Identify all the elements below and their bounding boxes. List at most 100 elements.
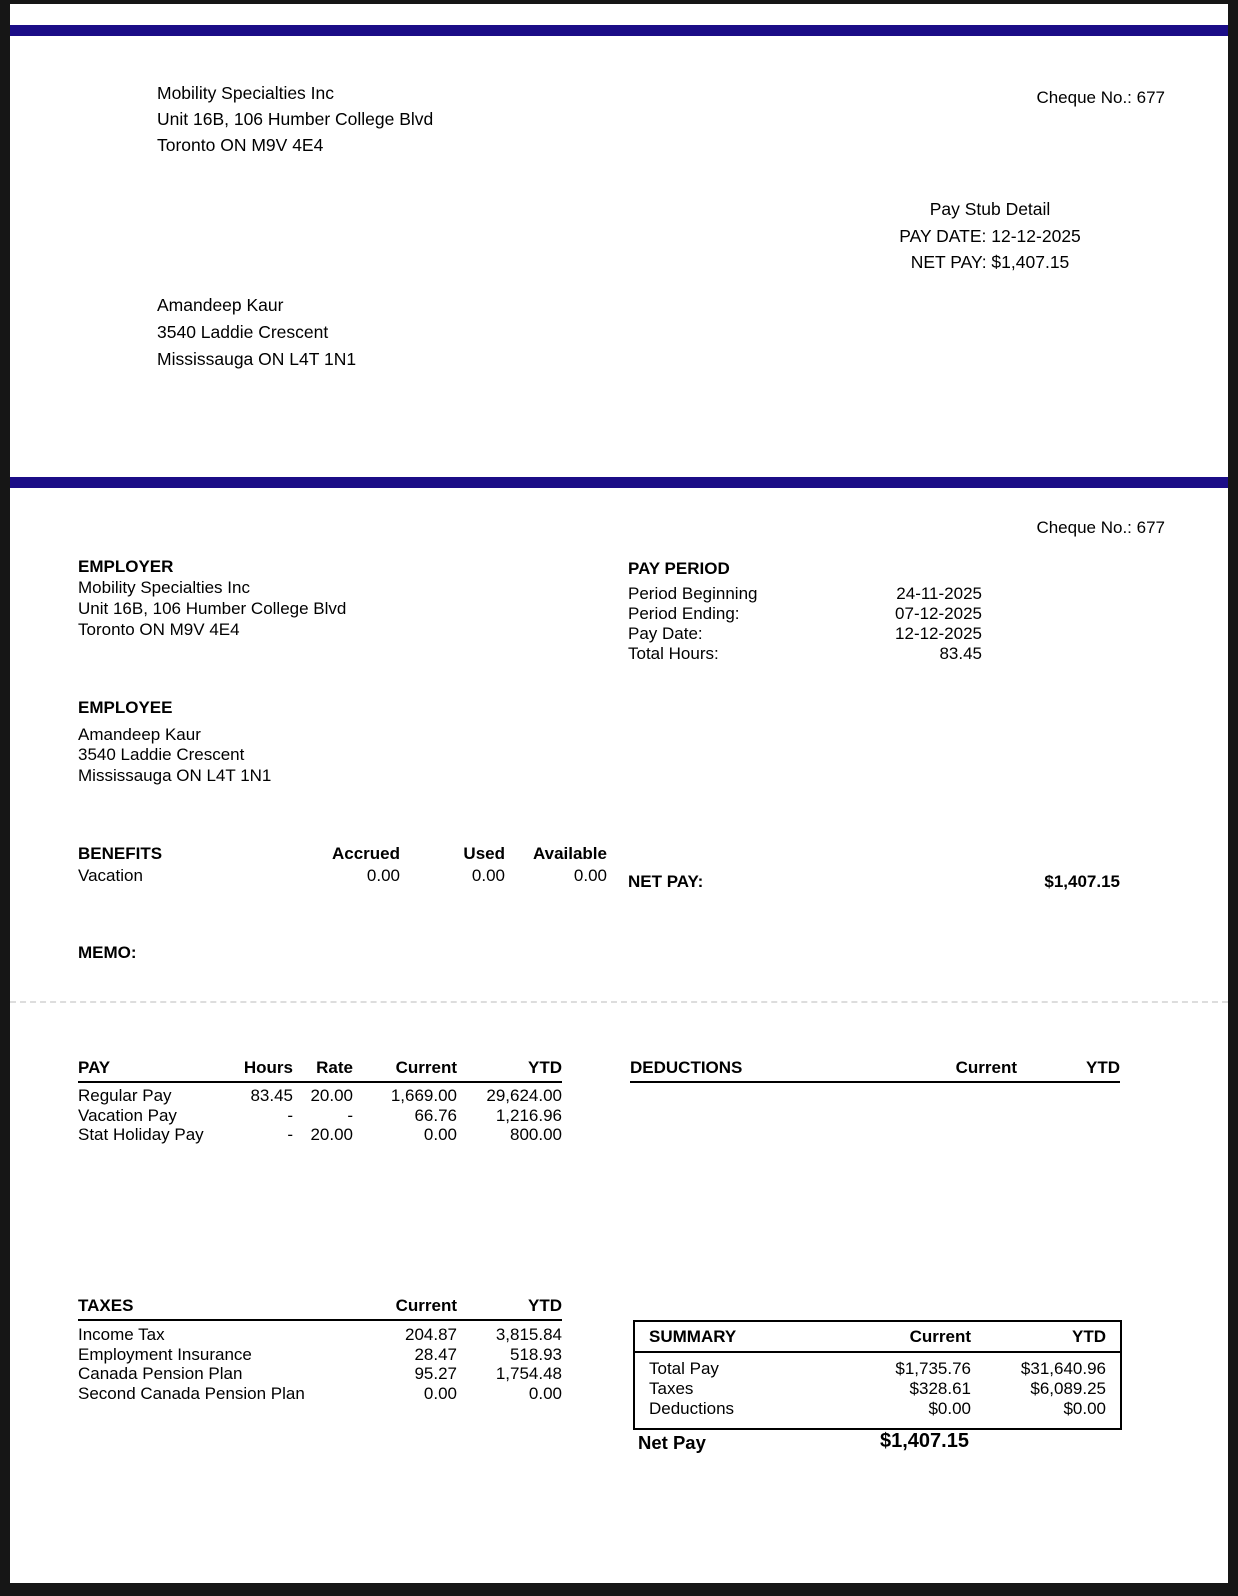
benefits-col-available: Available <box>532 844 607 863</box>
summary-col-current: Current <box>909 1327 971 1346</box>
benefit-accrued: 0.00 <box>366 866 400 885</box>
employer-section: EMPLOYER Mobility Specialties Inc Unit 1… <box>78 556 346 640</box>
period-beginning-label: Period Beginning <box>628 584 758 603</box>
total-hours-value: 83.45 <box>939 644 982 663</box>
deductions-table: DEDUCTIONS Current YTD <box>630 1058 1120 1083</box>
pay-period-row: Period Beginning 24-11-2025 <box>628 584 982 604</box>
deductions-col-current: Current <box>955 1058 1017 1077</box>
net-pay-footer-label: Net Pay <box>638 1432 706 1453</box>
pay-stub-detail-block: Pay Stub Detail PAY DATE: 12-12-2025 NET… <box>790 196 1190 276</box>
deductions-table-header: DEDUCTIONS Current YTD <box>630 1058 1120 1083</box>
tax-item-ytd: 518.93 <box>510 1344 562 1364</box>
tax-row-second-cpp: Second Canada Pension Plan 0.00 0.00 <box>78 1384 562 1404</box>
pay-item-hours: - <box>287 1105 293 1125</box>
pay-date-line: PAY DATE: 12-12-2025 <box>899 225 1081 246</box>
employee-section: EMPLOYEE Amandeep Kaur 3540 Laddie Cresc… <box>78 698 271 786</box>
pay-item-hours: 83.45 <box>250 1086 293 1105</box>
pay-item-rate: - <box>347 1105 353 1125</box>
benefits-row-vacation: Vacation 0.00 0.00 0.00 <box>78 865 607 887</box>
summary-box: SUMMARY Current YTD Total Pay $1,735.76 … <box>633 1320 1122 1430</box>
summary-header-row: SUMMARY Current YTD <box>635 1322 1120 1353</box>
tax-item-ytd: 1,754.48 <box>495 1364 562 1383</box>
tax-item-label: Canada Pension Plan <box>78 1364 243 1383</box>
company-address-block: Mobility Specialties Inc Unit 16B, 106 H… <box>157 80 433 158</box>
tax-item-current: 0.00 <box>423 1383 457 1403</box>
employee-city: Mississauga ON L4T 1N1 <box>157 349 357 369</box>
pay-col-rate: Rate <box>316 1058 353 1077</box>
taxes-table: TAXES Current YTD Income Tax 204.87 3,81… <box>78 1296 562 1403</box>
tax-item-ytd: 3,815.84 <box>495 1325 562 1344</box>
tax-row-income-tax: Income Tax 204.87 3,815.84 <box>78 1325 562 1345</box>
pay-row-regular: Regular Pay 83.45 20.00 1,669.00 29,624.… <box>78 1086 562 1106</box>
benefits-col-accrued: Accrued <box>331 844 400 863</box>
employer-street: Unit 16B, 106 Humber College Blvd <box>78 599 347 618</box>
pay-item-current: 0.00 <box>423 1125 457 1144</box>
summary-item-ytd: $6,089.25 <box>1030 1379 1106 1398</box>
period-ending-value: 07-12-2025 <box>895 604 982 623</box>
top-accent-bar <box>10 25 1228 36</box>
pay-item-current: 66.76 <box>414 1105 457 1125</box>
employee-city: Mississauga ON L4T 1N1 <box>78 765 272 785</box>
employee-name: Amandeep Kaur <box>78 724 201 744</box>
benefits-header-row: BENEFITS Accrued Used Available <box>78 843 607 865</box>
pay-table-header: PAY Hours Rate Current YTD <box>78 1058 562 1083</box>
summary-item-label: Total Pay <box>649 1359 719 1378</box>
deductions-col-ytd: YTD <box>1086 1058 1120 1077</box>
employer-city: Toronto ON M9V 4E4 <box>78 620 240 639</box>
pay-item-current: 1,669.00 <box>390 1086 457 1105</box>
pay-item-rate: 20.00 <box>310 1086 353 1105</box>
pay-col-hours: Hours <box>243 1058 293 1077</box>
net-pay-line: NET PAY: $1,407.15 <box>910 252 1070 272</box>
summary-col-ytd: YTD <box>1072 1327 1106 1346</box>
pay-item-label: Vacation Pay <box>78 1105 177 1125</box>
summary-item-label: Taxes <box>649 1379 694 1398</box>
summary-item-current: $328.61 <box>909 1379 971 1398</box>
pay-period-section: PAY PERIOD Period Beginning 24-11-2025 P… <box>628 558 982 664</box>
taxes-col-current: Current <box>395 1296 457 1315</box>
pay-item-label: Stat Holiday Pay <box>78 1125 204 1144</box>
employee-name: Amandeep Kaur <box>157 295 284 315</box>
pay-col-current: Current <box>395 1058 457 1077</box>
net-pay-detail-row: NET PAY: $1,407.15 <box>628 872 1120 892</box>
pay-item-ytd: 1,216.96 <box>495 1105 562 1125</box>
company-name: Mobility Specialties Inc <box>157 83 335 103</box>
summary-item-current: $1,735.76 <box>895 1359 971 1378</box>
taxes-heading: TAXES <box>78 1296 134 1315</box>
company-street: Unit 16B, 106 Humber College Blvd <box>157 109 434 129</box>
tax-item-label: Employment Insurance <box>78 1344 252 1364</box>
net-pay-value: $1,407.15 <box>1044 872 1120 891</box>
tax-item-current: 204.87 <box>405 1325 457 1344</box>
benefits-heading: BENEFITS <box>78 844 163 863</box>
tax-row-cpp: Canada Pension Plan 95.27 1,754.48 <box>78 1364 562 1384</box>
pay-item-ytd: 29,624.00 <box>486 1086 562 1105</box>
tax-item-label: Income Tax <box>78 1325 165 1344</box>
employee-street: 3540 Laddie Crescent <box>157 322 329 342</box>
benefit-used: 0.00 <box>471 866 505 885</box>
pay-col-ytd: YTD <box>528 1058 562 1077</box>
pay-date-label: Pay Date: <box>628 624 703 643</box>
summary-item-label: Deductions <box>649 1399 735 1418</box>
total-hours-label: Total Hours: <box>628 644 719 663</box>
pay-period-row: Pay Date: 12-12-2025 <box>628 624 982 644</box>
deductions-heading: DEDUCTIONS <box>630 1058 743 1077</box>
pay-period-row: Period Ending: 07-12-2025 <box>628 604 982 624</box>
pay-item-ytd: 800.00 <box>510 1125 562 1144</box>
employee-address-block: Amandeep Kaur 3540 Laddie Crescent Missi… <box>157 292 356 373</box>
tax-item-label: Second Canada Pension Plan <box>78 1383 305 1403</box>
company-city: Toronto ON M9V 4E4 <box>157 135 324 155</box>
summary-item-current: $0.00 <box>928 1399 971 1418</box>
pay-table: PAY Hours Rate Current YTD Regular Pay 8… <box>78 1058 562 1145</box>
taxes-table-header: TAXES Current YTD <box>78 1296 562 1321</box>
summary-row-total-pay: Total Pay $1,735.76 $31,640.96 <box>649 1359 1106 1379</box>
period-beginning-value: 24-11-2025 <box>896 584 982 603</box>
tax-item-current: 28.47 <box>414 1344 457 1364</box>
benefit-available: 0.00 <box>573 866 607 885</box>
benefits-table: BENEFITS Accrued Used Available Vacation… <box>78 843 607 887</box>
employer-name: Mobility Specialties Inc <box>78 578 250 597</box>
net-pay-label: NET PAY: <box>628 872 704 891</box>
benefits-col-used: Used <box>463 844 505 863</box>
tax-item-ytd: 0.00 <box>528 1383 562 1403</box>
summary-body: Total Pay $1,735.76 $31,640.96 Taxes $32… <box>635 1353 1120 1428</box>
summary-row-deductions: Deductions $0.00 $0.00 <box>649 1399 1106 1419</box>
